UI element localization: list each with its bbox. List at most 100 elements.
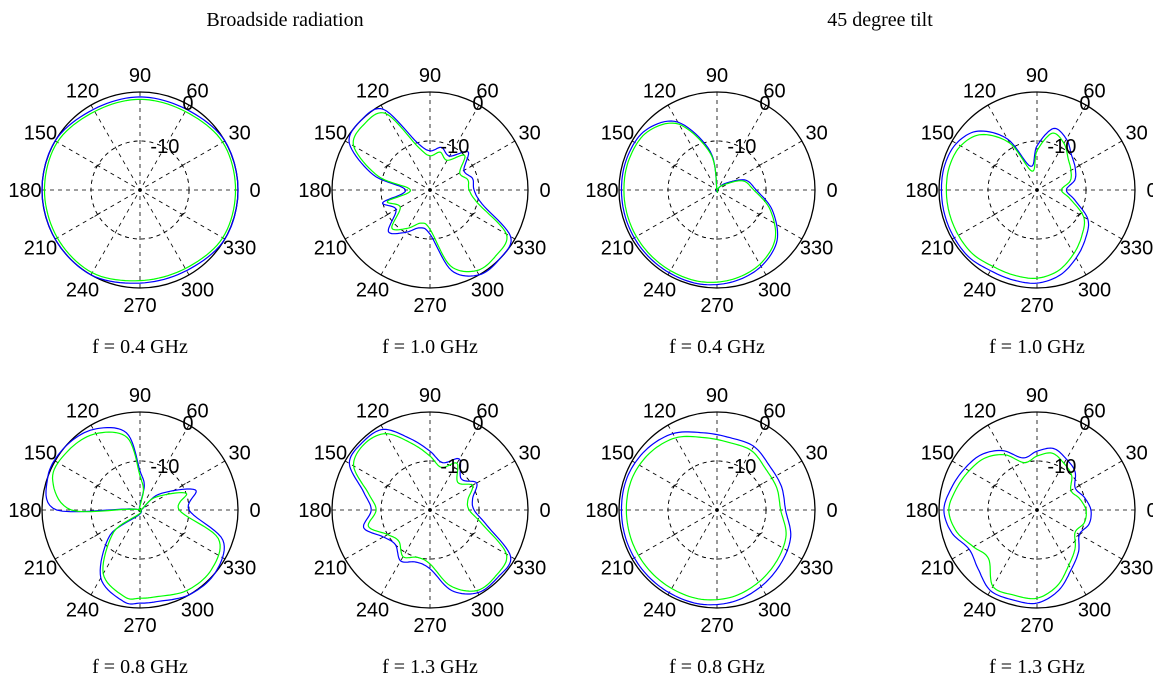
angle-tick-label: 60 [186, 80, 208, 102]
angle-tick-label: 210 [601, 558, 634, 580]
polar-ring-tick [1076, 483, 1083, 488]
angle-tick-label: 180 [8, 500, 41, 522]
angle-tick-label: 0 [249, 500, 260, 522]
angle-tick-label: 300 [471, 600, 504, 622]
angle-tick-label: 30 [228, 123, 250, 145]
polar-series-1 [943, 447, 1092, 605]
radial-tick-label: 0 [182, 93, 193, 115]
radial-tick-label: 0 [472, 93, 483, 115]
radial-tick-label: -10 [440, 456, 469, 478]
angle-tick-label: 120 [643, 80, 676, 102]
radial-tick-label: 0 [759, 413, 770, 435]
polar-series-2 [353, 432, 508, 592]
polar-ring-tick [991, 483, 998, 488]
radial-tick-label: -10 [727, 136, 756, 158]
angle-tick-label: 120 [963, 400, 996, 422]
angle-tick-label: 300 [758, 280, 791, 302]
polar-ring-tick [179, 212, 186, 217]
angle-tick-label: 270 [123, 615, 156, 637]
radial-tick-label: 0 [1079, 413, 1090, 435]
plot-caption: f = 0.8 GHz [669, 656, 765, 677]
angle-tick-label: 30 [805, 123, 827, 145]
polar-series-1 [620, 431, 792, 606]
angle-tick-label: 30 [1125, 443, 1147, 465]
angle-tick-label: 300 [1078, 600, 1111, 622]
polar-series-1 [348, 428, 512, 595]
angle-tick-label: 90 [1026, 385, 1048, 407]
radial-tick-label: 0 [472, 413, 483, 435]
angle-tick-label: 270 [1020, 295, 1053, 317]
angle-tick-label: 270 [1020, 615, 1053, 637]
angle-tick-label: 330 [223, 558, 256, 580]
radial-tick-label: -10 [440, 136, 469, 158]
polar-ring-tick [384, 163, 391, 168]
angle-tick-label: 300 [181, 600, 214, 622]
angle-tick-label: 150 [921, 123, 954, 145]
angle-tick-label: 60 [476, 400, 498, 422]
radial-tick-label: -10 [150, 456, 179, 478]
angle-tick-label: 330 [800, 238, 833, 260]
angle-tick-label: 60 [186, 400, 208, 422]
polar-ring-tick [469, 163, 476, 168]
polar-series-2 [43, 98, 237, 282]
angle-tick-label: 210 [601, 238, 634, 260]
polar-series-1 [41, 96, 239, 284]
plot-caption: f = 1.3 GHz [989, 656, 1085, 677]
angle-tick-label: 300 [471, 280, 504, 302]
angle-tick-label: 240 [66, 280, 99, 302]
polar-ring-tick [179, 532, 186, 537]
angle-tick-label: 60 [476, 80, 498, 102]
polar-series-2 [945, 132, 1086, 279]
angle-tick-label: 180 [905, 500, 938, 522]
polar-ring-tick [94, 212, 101, 217]
angle-tick-label: 150 [601, 443, 634, 465]
angle-tick-label: 90 [129, 385, 151, 407]
radial-tick-label: 0 [1079, 93, 1090, 115]
angle-tick-label: 120 [963, 80, 996, 102]
polar-ring-tick [384, 212, 391, 217]
angle-tick-label: 240 [356, 600, 389, 622]
polar-ring-tick [991, 163, 998, 168]
angle-tick-label: 180 [298, 180, 331, 202]
polar-series-2 [948, 452, 1087, 600]
tilt-group-title: 45 degree tilt [827, 9, 933, 31]
polar-grid-spoke [344, 460, 516, 560]
angle-tick-label: 270 [413, 295, 446, 317]
angle-tick-label: 240 [963, 280, 996, 302]
angle-tick-label: 60 [1083, 80, 1105, 102]
angle-tick-label: 30 [228, 443, 250, 465]
angle-tick-label: 330 [1120, 238, 1153, 260]
angle-tick-label: 150 [314, 123, 347, 145]
angle-tick-label: 210 [24, 238, 57, 260]
angle-tick-label: 0 [1146, 180, 1153, 202]
angle-tick-label: 330 [800, 558, 833, 580]
angle-tick-label: 180 [585, 180, 618, 202]
polar-ring-tick [384, 483, 391, 488]
plot-caption: f = 1.0 GHz [382, 336, 478, 358]
angle-tick-label: 60 [1083, 400, 1105, 422]
polar-ring-tick [179, 483, 186, 488]
polar-ring-tick [1076, 163, 1083, 168]
polar-ring-tick [469, 532, 476, 537]
polar-series-1 [940, 127, 1090, 284]
angle-tick-label: 90 [706, 65, 728, 87]
plot-caption: f = 0.4 GHz [92, 336, 188, 358]
angle-tick-label: 30 [518, 123, 540, 145]
angle-tick-label: 210 [24, 558, 57, 580]
angle-tick-label: 240 [643, 280, 676, 302]
angle-tick-label: 90 [1026, 65, 1048, 87]
angle-tick-label: 210 [314, 558, 347, 580]
polar-grid-spoke [951, 460, 1123, 560]
angle-tick-label: 30 [1125, 123, 1147, 145]
polar-series-2 [625, 435, 787, 601]
angle-tick-label: 30 [805, 443, 827, 465]
polar-ring-tick [94, 163, 101, 168]
angle-tick-label: 60 [763, 400, 785, 422]
angle-tick-label: 120 [66, 80, 99, 102]
polar-series-2 [623, 122, 777, 283]
angle-tick-label: 210 [921, 558, 954, 580]
